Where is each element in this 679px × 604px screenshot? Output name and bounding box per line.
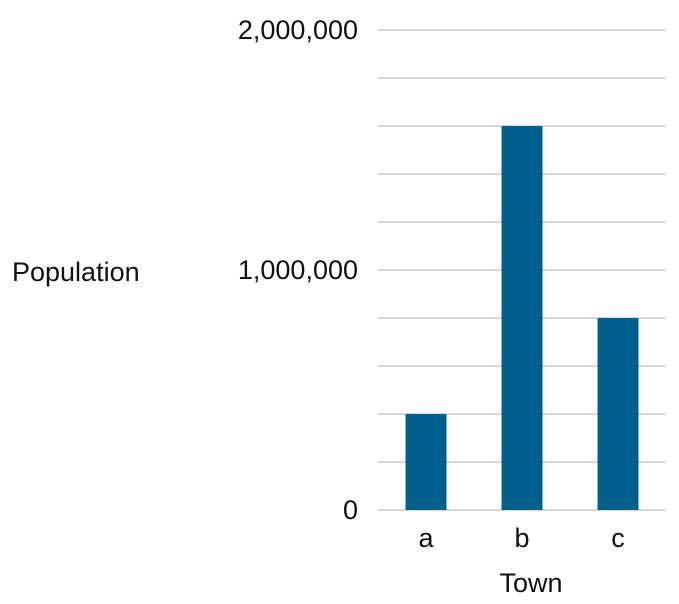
bar-b (501, 126, 543, 510)
y-tick-label: 2,000,000 (238, 15, 358, 45)
x-tick-label: b (514, 523, 529, 553)
y-tick-label: 0 (343, 495, 358, 525)
x-axis-category-labels: a b c (418, 523, 624, 553)
bar-a (405, 414, 447, 510)
x-axis-title: Town (499, 568, 562, 598)
bars (405, 126, 639, 510)
bar-c (597, 318, 639, 510)
y-axis-title: Population (12, 257, 140, 287)
y-axis-tick-labels: 0 1,000,000 2,000,000 (238, 15, 358, 525)
x-tick-label: c (611, 523, 625, 553)
x-tick-label: a (418, 523, 434, 553)
y-tick-label: 1,000,000 (238, 255, 358, 285)
